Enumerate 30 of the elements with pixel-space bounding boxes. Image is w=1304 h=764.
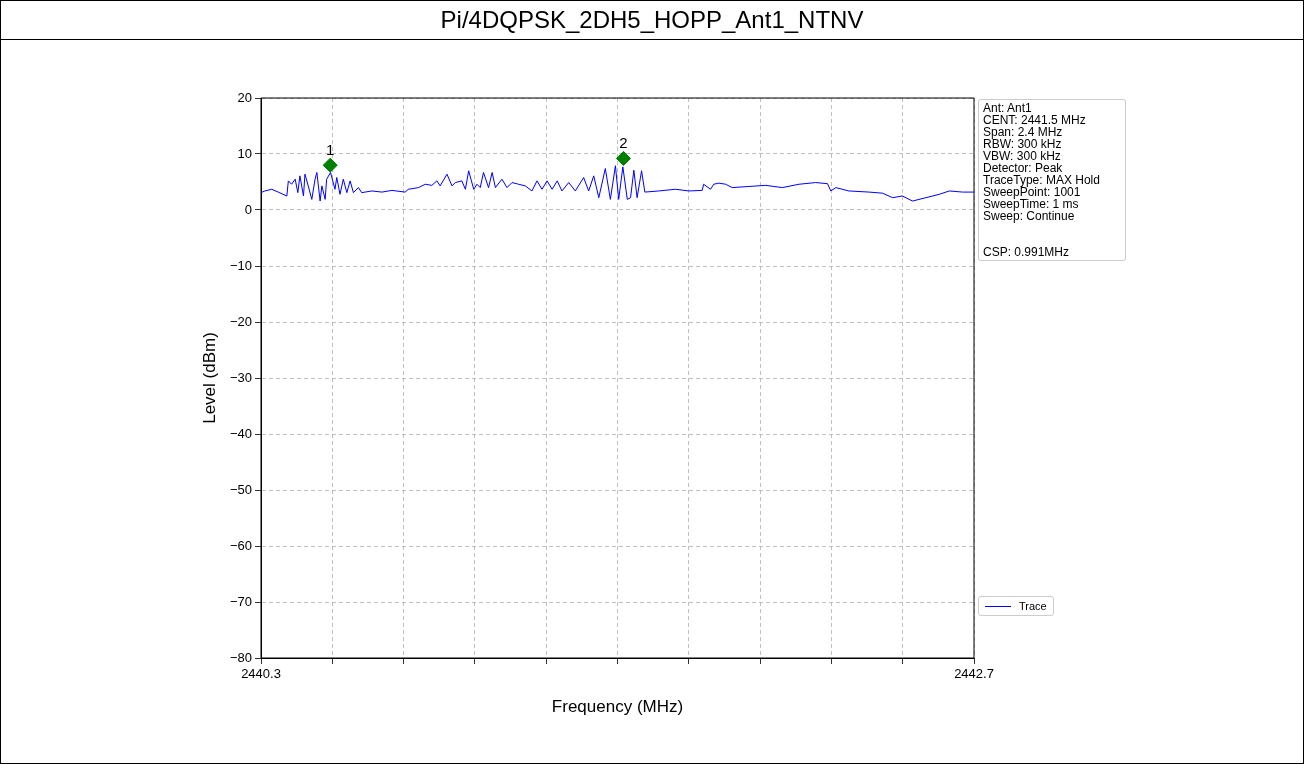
y-tick-label: −80 [229, 649, 252, 665]
annotation: 1 [326, 140, 335, 158]
text: VBW: 300 kHz [983, 149, 1062, 163]
annotation: 2 [619, 134, 628, 152]
chart-title: Pi/4DQPSK_2DH5_HOPP_Ant1_NTNV [1, 1, 1303, 40]
text: CSP: 0.991MHz [983, 245, 1071, 259]
y-tick-label: −60 [229, 537, 252, 553]
y-tick-label: −40 [229, 425, 252, 441]
y-tick-label: 20 [237, 89, 252, 105]
text: SweepPoint: 1001 [983, 185, 1082, 199]
x-axis-title: Frequency (MHz) [551, 697, 684, 717]
x-tick-label: 2440.3 [241, 666, 281, 682]
text: Detector: Peak [983, 161, 1064, 175]
y-tick-label: −50 [229, 481, 252, 497]
y-tick-label: −30 [229, 369, 252, 385]
text: Sweep: Continue [983, 209, 1076, 223]
text: TraceType: MAX Hold [983, 173, 1101, 187]
text: Span: 2.4 MHz [983, 125, 1064, 139]
y-tick-label: −70 [229, 593, 252, 609]
text: SweepTime: 1 ms [983, 197, 1080, 211]
y-tick-label: 0 [244, 201, 252, 217]
y-tick-label: −10 [229, 257, 252, 273]
text: CENT: 2441.5 MHz [983, 113, 1087, 127]
y-tick-label: 10 [237, 145, 252, 161]
text: RBW: 300 kHz [983, 137, 1063, 151]
text: Ant: Ant1 [983, 101, 1033, 115]
legend-label: Trace [1019, 600, 1047, 612]
y-axis-title: Level (dBm) [199, 332, 219, 424]
y-tick-label: −20 [229, 313, 252, 329]
x-tick-label: 2442.7 [954, 666, 994, 682]
